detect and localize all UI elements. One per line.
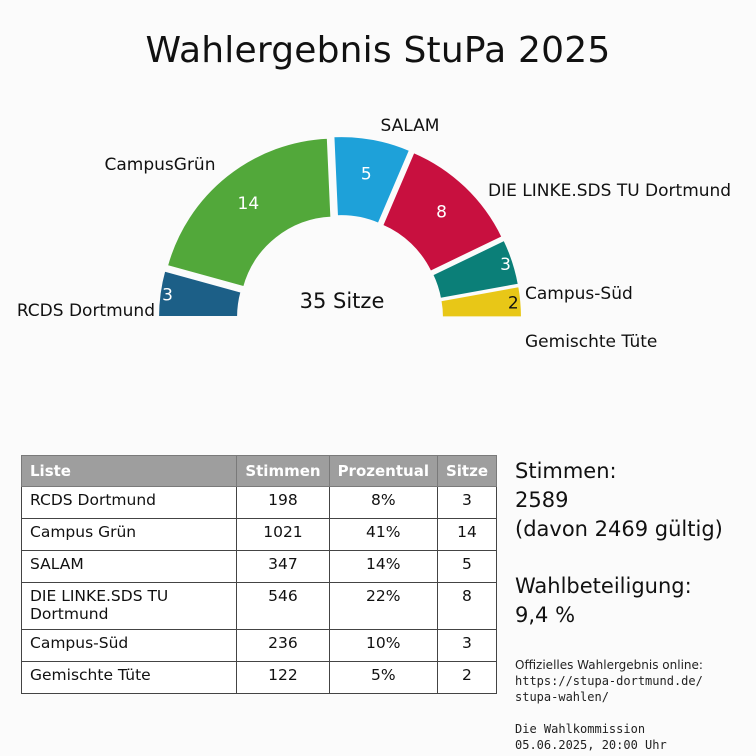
page-title: Wahlergebnis StuPa 2025 bbox=[145, 30, 611, 71]
cell-prozent: 8% bbox=[328, 486, 438, 519]
wahlkommission: Die Wahlkommission bbox=[515, 722, 646, 736]
cell-sitze: 3 bbox=[436, 486, 498, 519]
cell-liste: Campus Grün bbox=[20, 518, 238, 551]
cell-stimmen: 122 bbox=[236, 661, 330, 694]
seat-count-label: 3 bbox=[500, 255, 511, 275]
party-label: RCDS Dortmund bbox=[17, 301, 155, 321]
results-table: Liste Stimmen Prozentual Sitze RCDS Dort… bbox=[20, 455, 498, 694]
header-prozentual: Prozentual bbox=[328, 455, 438, 487]
cell-liste: DIE LINKE.SDS TU Dortmund bbox=[20, 582, 238, 630]
table-header-row: Liste Stimmen Prozentual Sitze bbox=[20, 455, 498, 487]
cell-liste: SALAM bbox=[20, 550, 238, 583]
table-row: Campus-Süd 236 10% 3 bbox=[20, 629, 498, 662]
seat-count-label: 2 bbox=[508, 293, 519, 313]
seat-count-label: 8 bbox=[436, 203, 447, 223]
cell-prozent: 41% bbox=[328, 518, 438, 551]
url-line-1: https://stupa-dortmund.de/ bbox=[515, 674, 703, 688]
cell-stimmen: 546 bbox=[236, 582, 330, 630]
cell-prozent: 22% bbox=[328, 582, 438, 630]
cell-liste: Campus-Süd bbox=[20, 629, 238, 662]
cell-sitze: 5 bbox=[436, 550, 498, 583]
cell-stimmen: 236 bbox=[236, 629, 330, 662]
seat-count-label: 3 bbox=[162, 286, 173, 306]
party-label: Gemischte Tüte bbox=[525, 332, 657, 352]
seat-segment bbox=[157, 269, 243, 319]
party-label: DIE LINKE.SDS TU Dortmund bbox=[488, 181, 731, 201]
wahlbeteiligung-value: 9,4 % bbox=[515, 603, 576, 627]
party-label: Campus-Süd bbox=[525, 284, 633, 304]
seat-count-label: 5 bbox=[361, 164, 372, 184]
seat-count-label: 14 bbox=[238, 194, 260, 214]
header-stimmen: Stimmen bbox=[236, 455, 330, 487]
cell-liste: Gemischte Tüte bbox=[20, 661, 238, 694]
seat-segment bbox=[380, 150, 504, 274]
table-row: RCDS Dortmund 198 8% 3 bbox=[20, 486, 498, 519]
url-line-2: stupa-wahlen/ bbox=[515, 690, 609, 704]
cell-sitze: 14 bbox=[436, 518, 498, 551]
cell-prozent: 10% bbox=[328, 629, 438, 662]
cell-sitze: 8 bbox=[436, 582, 498, 630]
cell-stimmen: 347 bbox=[236, 550, 330, 583]
table-row: DIE LINKE.SDS TU Dortmund 546 22% 8 bbox=[20, 582, 498, 630]
total-seats-label: 35 Sitze bbox=[300, 289, 385, 313]
stimmen-gueltig: (davon 2469 gültig) bbox=[515, 517, 723, 541]
cell-prozent: 5% bbox=[328, 661, 438, 694]
header-sitze: Sitze bbox=[436, 455, 498, 487]
datum: 05.06.2025, 20:00 Uhr bbox=[515, 738, 667, 752]
cell-liste: RCDS Dortmund bbox=[20, 486, 238, 519]
table-row: Gemischte Tüte 122 5% 2 bbox=[20, 661, 498, 694]
table-row: Campus Grün 1021 41% 14 bbox=[20, 518, 498, 551]
cell-stimmen: 198 bbox=[236, 486, 330, 519]
party-label: CampusGrün bbox=[105, 155, 216, 175]
cell-prozent: 14% bbox=[328, 550, 438, 583]
online-label: Offizielles Wahlergebnis online: bbox=[515, 658, 703, 672]
header-liste: Liste bbox=[20, 455, 238, 487]
seat-segment bbox=[439, 284, 523, 319]
party-label: SALAM bbox=[381, 116, 440, 136]
seat-segment bbox=[430, 238, 521, 301]
cell-sitze: 2 bbox=[436, 661, 498, 694]
seat-segment bbox=[165, 136, 333, 289]
stimmen-value: 2589 bbox=[515, 488, 569, 512]
cell-stimmen: 1021 bbox=[236, 518, 330, 551]
wahlbeteiligung-label: Wahlbeteiligung: bbox=[515, 574, 692, 598]
table-row: SALAM 347 14% 5 bbox=[20, 550, 498, 583]
cell-sitze: 3 bbox=[436, 629, 498, 662]
seat-segment bbox=[332, 135, 412, 226]
stimmen-label: Stimmen: bbox=[515, 459, 617, 483]
seat-distribution-chart: 3 RCDS Dortmund 14 CampusGrün 5 SALAM 8 DIE LIN… bbox=[17, 116, 731, 352]
